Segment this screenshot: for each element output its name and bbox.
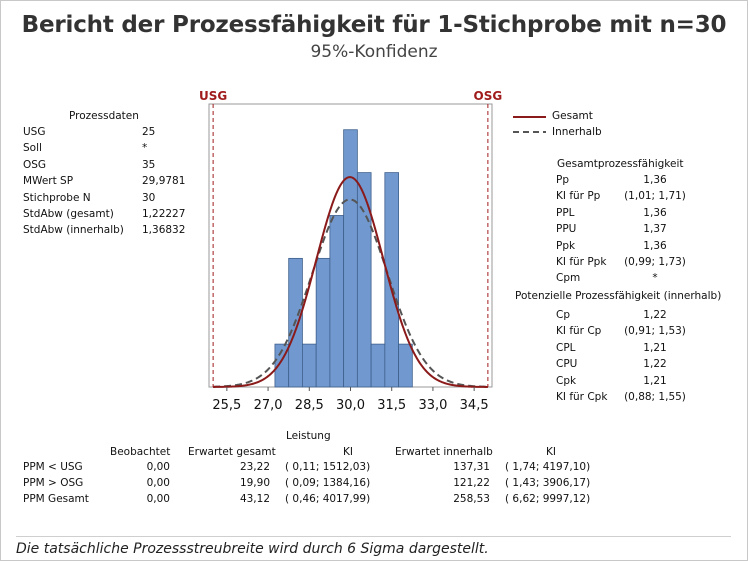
overall-capability-value: (1,01; 1,71) — [624, 190, 686, 203]
overall-capability-heading: Gesamtprozessfähigkeit — [557, 158, 684, 170]
overall-capability-value: 1,36 — [643, 239, 667, 252]
overall-capability-value: 1,36 — [643, 174, 667, 186]
process-data-value: 35 — [142, 158, 156, 171]
footer-note: Die tatsächliche Prozessstreubreite wird… — [16, 536, 731, 557]
footer-text: Die tatsächliche Prozessstreubreite wird… — [16, 541, 489, 557]
performance-expected-overall: 19,90 — [239, 477, 270, 489]
overall-capability-label: PPL — [556, 206, 575, 219]
x-tick-label: 30,0 — [336, 398, 365, 413]
performance-ci-within: ( 1,74; 4197,10) — [505, 461, 591, 473]
process-data-value: * — [142, 142, 148, 155]
process-data-label: Stichprobe N — [23, 191, 91, 204]
legend-overall-label: Gesamt — [552, 110, 593, 122]
histogram-bar — [356, 172, 372, 388]
performance-observed: 0,00 — [146, 477, 170, 489]
process-data-value: 1,22227 — [142, 208, 186, 220]
overall-capability-label: KI für Pp — [556, 190, 601, 203]
potential-capability-label: KI für Cpk — [556, 391, 608, 403]
overall-capability-label: Pp — [556, 174, 569, 186]
histogram-bar — [343, 129, 358, 388]
performance-expected-within: 137,31 — [453, 461, 490, 473]
histogram-bar — [398, 343, 413, 388]
performance-ci-within: ( 6,62; 9997,12) — [505, 493, 591, 505]
process-data-label: OSG — [23, 158, 47, 171]
performance-row-label: PPM > OSG — [23, 477, 84, 489]
overall-curve — [213, 176, 488, 388]
potential-capability-value: 1,22 — [643, 309, 667, 321]
lsl-label: USG — [199, 89, 227, 103]
overall-capability-label: Cpm — [556, 272, 581, 285]
process-data-label: MWert SP — [23, 175, 74, 188]
x-tick-label: 27,0 — [254, 398, 283, 413]
process-data-label: USG — [23, 126, 46, 138]
overall-capability-label: KI für Ppk — [556, 256, 607, 268]
performance-observed: 0,00 — [146, 461, 170, 473]
potential-capability-label: CPU — [556, 358, 578, 371]
histogram-bar — [302, 343, 317, 388]
performance-heading: Leistung — [286, 430, 331, 442]
potential-capability-heading: Potenzielle Prozessfähigkeit (innerhalb) — [515, 290, 722, 302]
potential-capability-label: Cp — [556, 309, 570, 321]
report-subtitle: 95%-Konfidenz — [310, 42, 438, 62]
legend-within-label: Innerhalb — [552, 126, 602, 138]
performance-observed: 0,00 — [146, 493, 170, 505]
col-ci-overall: KI — [343, 446, 353, 458]
performance-ci-overall: ( 0,09; 1384,16) — [285, 477, 371, 489]
performance-expected-within: 258,53 — [453, 493, 490, 505]
overall-capability-label: Ppk — [556, 239, 576, 252]
x-tick-label: 25,5 — [212, 398, 241, 413]
performance-ci-overall: ( 0,46; 4017,99) — [285, 493, 371, 505]
x-tick-label: 31,5 — [377, 398, 406, 413]
potential-capability-value: 1,21 — [643, 341, 667, 354]
overall-capability-value: * — [652, 272, 658, 285]
report-title: Bericht der Prozessfähigkeit für 1-Stich… — [21, 12, 727, 38]
potential-capability-value: 1,21 — [643, 374, 667, 387]
process-data-value: 1,36832 — [142, 224, 186, 237]
col-ci-within: KI — [546, 446, 556, 458]
potential-capability-value: (0,91; 1,53) — [624, 325, 686, 338]
potential-capability-value: 1,22 — [643, 358, 667, 371]
overall-capability-label: PPU — [556, 223, 577, 236]
histogram-bar — [370, 343, 386, 388]
performance-row-label: PPM Gesamt — [23, 493, 89, 505]
process-data-label: Soll — [23, 142, 42, 155]
performance-row-label: PPM < USG — [23, 461, 83, 473]
process-data-value: 30 — [142, 191, 156, 204]
col-observed: Beobachtet — [110, 446, 171, 458]
process-data-label: StdAbw (innerhalb) — [23, 224, 124, 237]
overall-capability-value: 1,36 — [643, 206, 667, 219]
overall-capability-value: 1,37 — [643, 223, 667, 236]
col-expected-overall: Erwartet gesamt — [188, 446, 276, 458]
performance-ci-within: ( 1,43; 3906,17) — [505, 477, 591, 489]
potential-capability-value: (0,88; 1,55) — [624, 391, 686, 403]
performance-ci-overall: ( 0,11; 1512,03) — [285, 461, 371, 473]
histogram-bar — [384, 172, 399, 388]
process-data-label: StdAbw (gesamt) — [23, 208, 114, 220]
overall-capability-value: (0,99; 1,73) — [624, 256, 686, 268]
process-data-value: 25 — [142, 126, 156, 138]
performance-expected-overall: 43,12 — [239, 493, 270, 505]
legend-lines — [513, 116, 546, 133]
histogram-bar — [329, 215, 345, 388]
x-tick-label: 34,5 — [460, 398, 489, 413]
x-tick-label: 33,0 — [418, 398, 447, 413]
process-data-value: 29,9781 — [142, 175, 186, 188]
performance-expected-within: 121,22 — [453, 477, 490, 489]
usl-label: OSG — [474, 89, 503, 103]
potential-capability-label: KI für Cp — [556, 325, 602, 338]
performance-expected-overall: 23,22 — [239, 461, 270, 473]
histogram-bar — [315, 257, 331, 388]
process-data-heading: Prozessdaten — [69, 110, 139, 122]
potential-capability-label: CPL — [556, 341, 576, 354]
within-curve — [213, 198, 488, 388]
potential-capability-label: Cpk — [556, 374, 577, 387]
col-expected-within: Erwartet innerhalb — [395, 446, 493, 458]
x-tick-label: 28,5 — [295, 398, 324, 413]
